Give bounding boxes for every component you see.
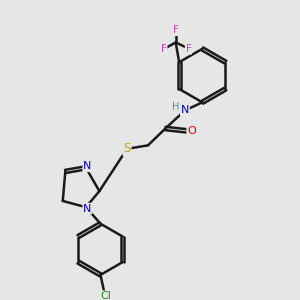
Text: F: F: [161, 44, 167, 54]
Text: O: O: [187, 126, 196, 136]
Text: N: N: [83, 204, 92, 214]
Text: F: F: [185, 44, 191, 54]
Text: F: F: [173, 25, 178, 35]
Text: N: N: [181, 106, 189, 116]
Text: Cl: Cl: [100, 291, 111, 300]
Text: H: H: [172, 102, 180, 112]
Text: N: N: [83, 161, 92, 171]
Text: S: S: [123, 142, 131, 155]
